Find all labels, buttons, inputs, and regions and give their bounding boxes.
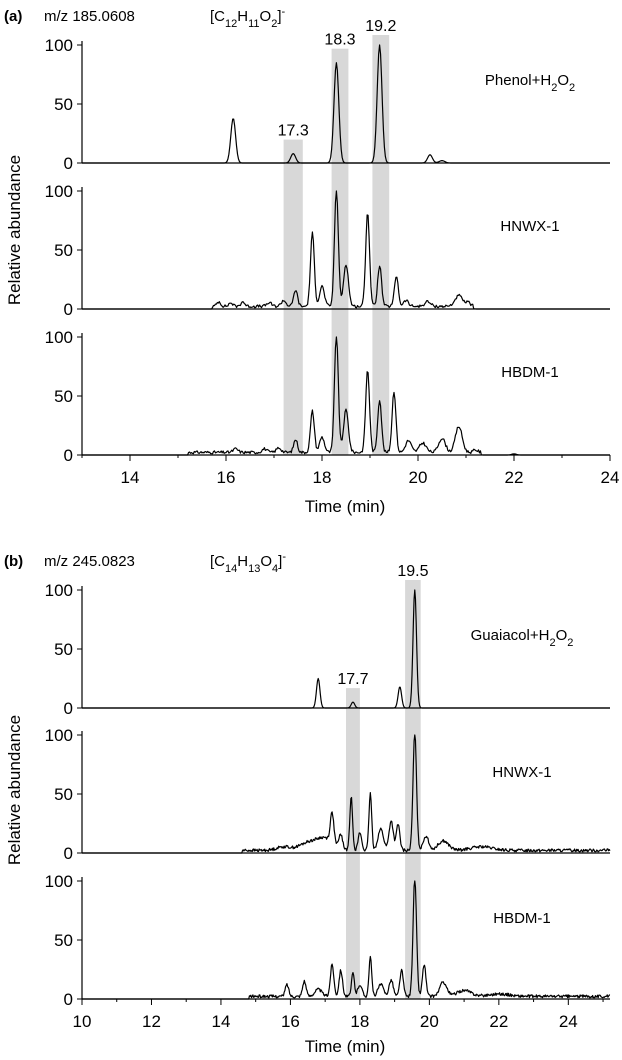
y-tick-label: 100 — [45, 182, 73, 201]
x-tick-label: 16 — [217, 468, 236, 487]
series-name-label: HNWX-1 — [492, 764, 551, 781]
y-tick-label: 50 — [54, 640, 73, 659]
x-tick-label: 22 — [489, 1012, 508, 1031]
y-tick-label: 50 — [54, 387, 73, 406]
x-tick-label: 24 — [559, 1012, 578, 1031]
peak-label: 18.3 — [324, 32, 355, 49]
peak-label: 17.7 — [337, 671, 368, 688]
x-tick-label: 10 — [73, 1012, 92, 1031]
y-tick-label: 100 — [45, 328, 73, 347]
x-tick-label: 18 — [313, 468, 332, 487]
y-tick-label: 0 — [64, 990, 73, 1009]
y-tick-label: 0 — [64, 300, 73, 319]
series-name-label: HNWX-1 — [500, 218, 559, 235]
x-tick-label: 16 — [281, 1012, 300, 1031]
panel-a-mz: m/z 185.0608 — [44, 8, 135, 25]
y-tick-label: 100 — [45, 36, 73, 55]
panel-b-plot: 17.7 19.5 0 50 100 Guaiacol+H2O2 0 50 100 HNWX-1 0… — [45, 563, 611, 1031]
panel-b-letter: (b) — [4, 553, 23, 570]
series-name-label: HBDM-1 — [501, 364, 559, 381]
panel-b-formula: [C14H13O4]- — [210, 551, 286, 575]
x-tick-label: 20 — [409, 468, 428, 487]
highlight-band — [346, 688, 360, 999]
panel-b-xlabel: Time (min) — [305, 1037, 386, 1056]
x-tick-label: 20 — [420, 1012, 439, 1031]
series-name-label: Phenol+H2O2 — [485, 72, 575, 94]
x-tick-label: 14 — [121, 468, 140, 487]
series-name-label: Guaiacol+H2O2 — [471, 627, 574, 649]
panel-b-mz: m/z 245.0823 — [44, 553, 135, 570]
x-tick-label: 22 — [505, 468, 524, 487]
y-tick-label: 50 — [54, 931, 73, 950]
y-tick-label: 100 — [45, 726, 73, 745]
y-tick-label: 50 — [54, 785, 73, 804]
panel-a-letter: (a) — [4, 8, 22, 25]
x-tick-label: 12 — [142, 1012, 161, 1031]
y-tick-label: 0 — [64, 154, 73, 173]
peak-label: 19.5 — [397, 563, 428, 580]
x-tick-label: 14 — [211, 1012, 230, 1031]
panel-a-ylabel: Relative abundance — [5, 155, 24, 305]
x-tick-label: 24 — [601, 468, 620, 487]
y-tick-label: 0 — [64, 844, 73, 863]
series-name-label: HBDM-1 — [493, 910, 551, 927]
panel-a-plot: 17.3 18.3 19.2 0 50 100 Phenol+H2O2 0 50 100 HNWX-… — [45, 18, 620, 487]
y-tick-label: 0 — [64, 699, 73, 718]
y-tick-label: 100 — [45, 872, 73, 891]
panel-a-xlabel: Time (min) — [305, 497, 386, 516]
y-tick-label: 100 — [45, 581, 73, 600]
y-tick-label: 50 — [54, 241, 73, 260]
y-tick-label: 0 — [64, 446, 73, 465]
highlight-band — [372, 35, 390, 455]
y-tick-label: 50 — [54, 95, 73, 114]
panel-b-ylabel: Relative abundance — [5, 715, 24, 865]
peak-label: 17.3 — [278, 123, 309, 140]
panel-a-formula: [C12H11O2]- — [210, 6, 285, 30]
peak-label: 19.2 — [365, 18, 396, 35]
x-tick-label: 18 — [350, 1012, 369, 1031]
